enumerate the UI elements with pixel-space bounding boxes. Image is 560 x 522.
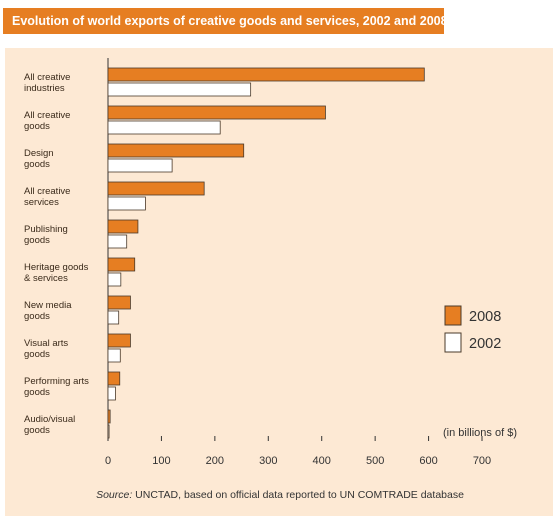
source-note: Source: UNCTAD, based on official data r… — [0, 489, 560, 501]
x-tick-label: 500 — [366, 455, 384, 467]
bar-2008-1 — [107, 105, 326, 120]
category-label: Design goods — [24, 148, 54, 170]
category-label: All creative goods — [24, 110, 70, 132]
unit-note: (in billions of $) — [443, 427, 517, 439]
category-label: New media goods — [24, 300, 72, 322]
category-label: Audio/visual goods — [24, 414, 75, 436]
chart-title: Evolution of world exports of creative g… — [12, 14, 448, 28]
x-tick-label: 300 — [259, 455, 277, 467]
bar-2008-6 — [107, 295, 131, 310]
x-tick-label: 400 — [313, 455, 331, 467]
bar-2002-1 — [107, 120, 221, 135]
bar-2002-9 — [107, 424, 110, 439]
bar-2008-4 — [107, 219, 139, 234]
x-tick-label: 700 — [473, 455, 491, 467]
title-banner: Evolution of world exports of creative g… — [3, 8, 448, 34]
category-label: Performing arts goods — [24, 376, 89, 398]
category-label: All creative industries — [24, 72, 70, 94]
legend-swatch-2008 — [444, 305, 462, 326]
bar-2008-7 — [107, 333, 131, 348]
source-text: UNCTAD, based on official data reported … — [135, 489, 464, 501]
bar-2008-8 — [107, 371, 121, 386]
bar-2008-5 — [107, 257, 136, 272]
bar-2002-6 — [107, 310, 120, 325]
x-tick-label: 100 — [152, 455, 170, 467]
bar-2002-0 — [107, 82, 252, 97]
bar-2008-0 — [107, 67, 425, 82]
bar-2008-3 — [107, 181, 205, 196]
category-label: Publishing goods — [24, 224, 68, 246]
x-tick-label: 600 — [419, 455, 437, 467]
chart-panel — [5, 48, 553, 516]
category-label: Heritage goods & services — [24, 262, 89, 284]
x-tick-label: 0 — [105, 455, 111, 467]
bar-2002-5 — [107, 272, 122, 287]
bar-2002-3 — [107, 196, 146, 211]
bar-2002-4 — [107, 234, 128, 249]
bar-2002-7 — [107, 348, 121, 363]
bar-2008-2 — [107, 143, 245, 158]
bar-2008-9 — [107, 409, 111, 424]
source-prefix: Source: — [96, 489, 133, 501]
legend-swatch-2002 — [444, 332, 462, 353]
category-label: All creative services — [24, 186, 70, 208]
x-tick-label: 200 — [206, 455, 224, 467]
legend-label-2008: 2008 — [469, 309, 501, 325]
category-label: Visual arts goods — [24, 338, 68, 360]
bar-2002-8 — [107, 386, 116, 401]
bar-2002-2 — [107, 158, 173, 173]
legend-label-2002: 2002 — [469, 336, 501, 352]
